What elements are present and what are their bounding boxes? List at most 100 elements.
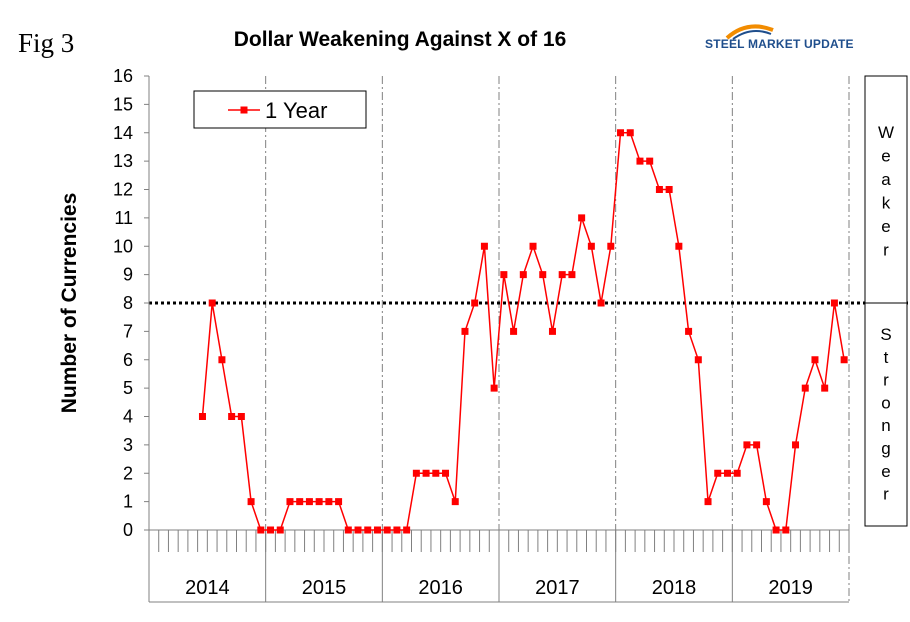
data-point — [753, 441, 761, 449]
data-point — [578, 214, 586, 222]
data-point — [335, 498, 343, 506]
data-point — [714, 469, 722, 477]
data-point — [801, 384, 809, 392]
data-point — [305, 498, 313, 506]
data-point — [626, 129, 634, 137]
data-point — [403, 526, 411, 534]
data-point — [548, 327, 556, 335]
x-tick-label-2014: 2014 — [185, 577, 230, 599]
steel-market-update-logo: STEEL MARKET UPDATE — [697, 24, 857, 60]
data-point — [228, 413, 236, 420]
figure-label: Fig 3 — [18, 28, 75, 58]
y-tick-label-16: 16 — [113, 66, 133, 86]
y-tick-label-5: 5 — [123, 378, 133, 398]
y-tick-label-9: 9 — [123, 265, 133, 285]
data-point — [296, 498, 304, 506]
data-point — [723, 469, 731, 477]
data-point — [694, 356, 702, 364]
data-point — [451, 498, 459, 506]
legend-label: 1 Year — [265, 98, 327, 123]
data-point — [510, 327, 518, 335]
data-point — [471, 299, 479, 307]
data-point — [617, 129, 625, 137]
data-point — [568, 271, 576, 279]
series-line-1-year — [201, 132, 845, 531]
x-tick-label-2018: 2018 — [652, 577, 697, 599]
data-point — [267, 526, 275, 534]
data-point — [198, 413, 206, 420]
data-point — [636, 157, 644, 165]
y-tick-label-10: 10 — [113, 236, 133, 256]
data-point — [772, 526, 780, 534]
chart-title: Dollar Weakening Against X of 16 — [233, 28, 567, 51]
data-point — [432, 469, 440, 477]
x-tick-label-2015: 2015 — [302, 577, 347, 599]
data-point — [733, 469, 741, 477]
data-point — [539, 271, 547, 279]
x-tick-label-2017: 2017 — [535, 577, 580, 599]
legend-box — [193, 90, 367, 129]
data-point — [490, 384, 498, 392]
data-point — [218, 356, 226, 364]
data-point — [558, 271, 566, 279]
data-point — [373, 526, 381, 534]
y-tick-label-8: 8 — [123, 293, 133, 313]
y-tick-label-2: 2 — [123, 463, 133, 483]
side-panel — [864, 75, 908, 527]
data-point — [519, 271, 527, 279]
data-point — [607, 242, 615, 250]
data-point — [325, 498, 333, 506]
x-tick-label-2016: 2016 — [418, 577, 463, 599]
data-point — [743, 441, 751, 449]
y-tick-label-12: 12 — [113, 180, 133, 200]
data-point — [665, 186, 673, 193]
x-tick-label-2019: 2019 — [768, 577, 813, 599]
y-tick-label-1: 1 — [123, 492, 133, 512]
data-point — [344, 526, 352, 534]
data-point — [442, 469, 450, 477]
data-point — [383, 526, 391, 534]
data-point — [675, 242, 683, 250]
data-point — [529, 242, 537, 250]
data-point — [315, 498, 323, 506]
data-point — [704, 498, 712, 506]
y-axis-title: Number of Currencies — [58, 193, 81, 414]
data-point — [354, 526, 362, 534]
y-tick-label-3: 3 — [123, 435, 133, 455]
data-point — [412, 469, 420, 477]
data-point — [461, 327, 469, 335]
y-tick-label-0: 0 — [123, 520, 133, 540]
data-point — [840, 356, 848, 364]
data-point — [237, 413, 245, 420]
y-tick-label-6: 6 — [123, 350, 133, 370]
data-point — [792, 441, 800, 449]
y-tick-label-15: 15 — [113, 94, 133, 114]
data-point — [821, 384, 829, 392]
data-point — [830, 299, 838, 307]
data-point — [587, 242, 595, 250]
data-point — [685, 327, 693, 335]
y-tick-label-4: 4 — [123, 407, 133, 427]
data-point — [646, 157, 654, 165]
logo-text: STEEL MARKET UPDATE — [705, 37, 854, 51]
data-point — [782, 526, 790, 534]
data-point — [762, 498, 770, 506]
data-point — [286, 498, 294, 506]
y-tick-label-11: 11 — [114, 208, 133, 228]
data-point — [364, 526, 372, 534]
data-point — [257, 526, 265, 534]
data-point — [208, 299, 216, 307]
logo-swoosh-icon — [725, 24, 774, 40]
data-point — [811, 356, 819, 364]
data-point — [655, 186, 663, 193]
data-point — [422, 469, 430, 477]
y-tick-label-14: 14 — [113, 123, 133, 143]
data-point — [480, 242, 488, 250]
data-point — [500, 271, 508, 279]
legend-marker — [240, 106, 248, 114]
y-tick-label-7: 7 — [123, 321, 133, 341]
y-tick-label-13: 13 — [113, 151, 133, 171]
